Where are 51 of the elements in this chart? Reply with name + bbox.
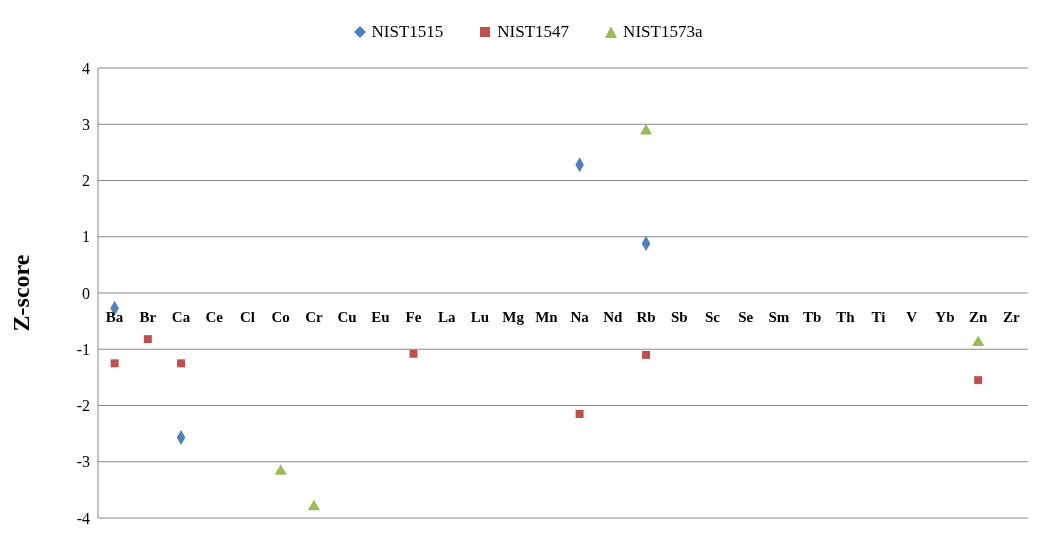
x-tick-label: Cl <box>239 309 255 325</box>
y-tick-label: 2 <box>82 172 90 190</box>
point <box>575 409 584 418</box>
x-tick-label: Co <box>271 309 290 325</box>
x-tick-label: Mn <box>535 309 559 325</box>
point <box>972 335 985 347</box>
x-tick-label: Sc <box>704 309 721 325</box>
x-tick-label: Br <box>139 309 157 325</box>
legend-label: NIST1573a <box>623 22 703 42</box>
y-tick-label: 1 <box>82 228 90 246</box>
x-tick-label: Nd <box>603 309 624 325</box>
legend-label: NIST1515 <box>371 22 444 42</box>
x-tick-label: Zr <box>1003 309 1021 325</box>
x-tick-label: Ba <box>105 309 124 325</box>
point <box>974 376 983 385</box>
x-tick-label: Yb <box>935 309 955 325</box>
x-tick-label: Sb <box>670 309 688 325</box>
point <box>642 350 651 359</box>
x-tick-label: Rb <box>636 309 656 325</box>
x-tick-label: Mg <box>502 309 525 325</box>
x-tick-label: Tb <box>802 309 822 325</box>
x-tick-label: Eu <box>371 309 390 325</box>
x-tick-label: Ti <box>871 309 886 325</box>
x-tick-label: Fe <box>405 309 422 325</box>
y-axis-title: Z-score <box>7 254 34 332</box>
x-tick-label: Na <box>570 309 590 325</box>
y-tick-label: 4 <box>82 59 90 77</box>
x-tick-label: Se <box>738 309 754 325</box>
x-tick-label: Sm <box>768 309 790 325</box>
y-tick-label: -3 <box>76 453 90 471</box>
point <box>307 499 320 511</box>
point <box>143 335 152 344</box>
y-tick-label: 3 <box>82 115 90 133</box>
point <box>110 359 119 368</box>
point <box>409 349 418 358</box>
x-tick-label: Cu <box>337 309 357 325</box>
y-tick-label: 0 <box>82 284 90 302</box>
x-tick-label: V <box>906 309 918 325</box>
x-tick-label: Zn <box>969 309 988 325</box>
x-tick-label: Ca <box>171 309 191 325</box>
x-tick-label: Lu <box>470 309 490 325</box>
y-tick-label: -2 <box>76 397 90 415</box>
x-tick-label: Cr <box>305 309 323 325</box>
x-tick-label: Ce <box>205 309 224 325</box>
y-tick-label: -1 <box>76 340 90 358</box>
legend-label: NIST1547 <box>497 22 570 42</box>
x-tick-label: Th <box>836 309 856 325</box>
x-tick-label: La <box>437 309 456 325</box>
point <box>274 464 287 475</box>
point <box>177 359 186 368</box>
y-tick-label: -4 <box>76 509 90 527</box>
